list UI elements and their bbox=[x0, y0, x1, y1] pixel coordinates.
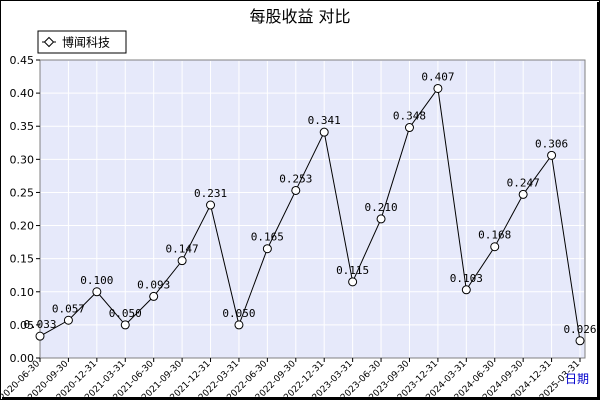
data-point bbox=[35, 331, 45, 341]
data-point bbox=[376, 214, 386, 224]
data-label: 0.050 bbox=[222, 307, 255, 320]
plot-area bbox=[39, 59, 586, 359]
data-point bbox=[547, 150, 557, 160]
legend-marker bbox=[43, 36, 55, 48]
data-point bbox=[575, 336, 585, 346]
y-axis: 0.00 0.05 0.10 0.15 0.20 0.25 0.30 0.35 0.40 0.45 bbox=[10, 54, 40, 365]
data-point bbox=[518, 189, 528, 199]
data-point bbox=[348, 277, 358, 287]
y-tick-label: 0.30 bbox=[10, 153, 35, 166]
data-point bbox=[461, 285, 471, 295]
data-point bbox=[234, 320, 244, 330]
data-label: 0.341 bbox=[308, 114, 341, 127]
outer-shadow-right bbox=[597, 2, 600, 400]
data-label: 0.050 bbox=[109, 307, 142, 320]
y-tick-label: 0.15 bbox=[10, 253, 35, 266]
y-tick-label: 0.25 bbox=[10, 186, 35, 199]
data-label: 0.033 bbox=[23, 318, 56, 331]
legend-box bbox=[37, 30, 127, 54]
data-point bbox=[92, 287, 102, 297]
data-point bbox=[433, 83, 443, 93]
outer-shadow-bottom bbox=[2, 397, 600, 400]
series-group: 0.033 0.057 0.100 0.050 0.093 0.147 0.231 0.050… bbox=[23, 70, 597, 346]
data-label: 0.165 bbox=[251, 231, 284, 244]
data-label: 0.147 bbox=[166, 243, 199, 256]
data-label: 0.168 bbox=[478, 229, 511, 242]
data-label: 0.093 bbox=[137, 278, 170, 291]
data-label: 0.115 bbox=[336, 264, 369, 277]
y-tick-label: 0.20 bbox=[10, 220, 35, 233]
y-tick-label: 0.00 bbox=[10, 352, 35, 365]
data-label: 0.231 bbox=[194, 187, 227, 200]
data-point bbox=[404, 123, 414, 133]
data-point bbox=[149, 291, 159, 301]
data-point bbox=[490, 242, 500, 252]
data-label: 0.210 bbox=[364, 201, 397, 214]
data-point bbox=[206, 200, 216, 210]
data-point bbox=[63, 315, 73, 325]
data-label: 0.247 bbox=[507, 176, 540, 189]
y-tick-label: 0.35 bbox=[10, 120, 35, 133]
y-tick-label: 0.40 bbox=[10, 87, 35, 100]
data-label: 0.348 bbox=[393, 110, 426, 123]
data-label: 0.026 bbox=[563, 323, 596, 336]
data-label: 0.253 bbox=[279, 172, 312, 185]
data-point bbox=[262, 244, 272, 254]
data-label: 0.100 bbox=[80, 274, 113, 287]
data-label: 0.057 bbox=[52, 302, 85, 315]
y-tick-label: 0.10 bbox=[10, 286, 35, 299]
data-label: 0.407 bbox=[421, 70, 454, 83]
x-axis-label: 日期 bbox=[565, 372, 589, 386]
data-point bbox=[120, 320, 130, 330]
data-point bbox=[291, 185, 301, 195]
legend: 博闻科技 bbox=[37, 30, 127, 54]
chart-title: 每股收益 对比 bbox=[249, 7, 350, 26]
y-tick-label: 0.05 bbox=[10, 319, 35, 332]
legend-label: 博闻科技 bbox=[62, 35, 110, 50]
data-point bbox=[177, 256, 187, 266]
data-label: 0.103 bbox=[450, 272, 483, 285]
data-point bbox=[319, 127, 329, 137]
y-tick-label: 0.45 bbox=[10, 54, 35, 67]
series-line bbox=[39, 87, 581, 341]
data-label: 0.306 bbox=[535, 137, 568, 150]
